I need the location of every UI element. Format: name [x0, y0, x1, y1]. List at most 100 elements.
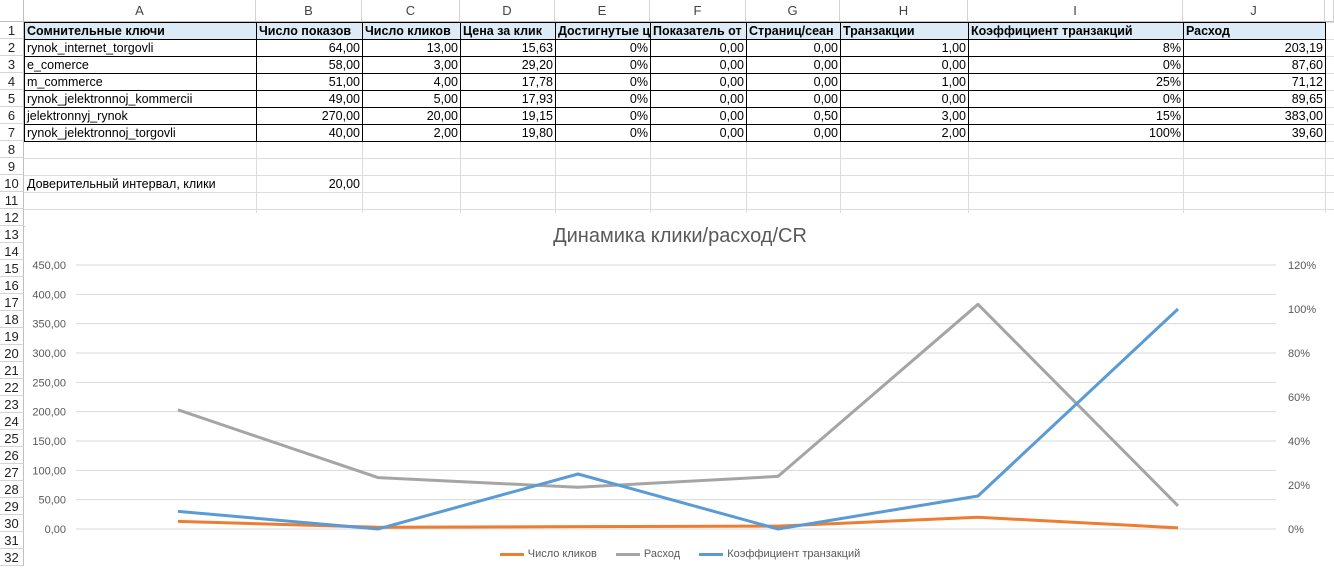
column-header-h[interactable]: H — [840, 0, 968, 22]
row-header[interactable]: 6 — [0, 107, 24, 124]
cell-j6[interactable]: 383,00 — [1284, 109, 1323, 123]
row-header[interactable]: 1 — [0, 22, 24, 39]
cell-h1[interactable]: Транзакции — [843, 24, 915, 38]
row-header[interactable]: 16 — [0, 277, 24, 294]
row-header[interactable]: 10 — [0, 175, 24, 192]
column-header-b[interactable]: B — [256, 0, 362, 22]
cell-a3[interactable]: e_comerce — [27, 58, 89, 72]
cell-h7[interactable]: 2,00 — [941, 126, 966, 140]
row-header[interactable]: 28 — [0, 481, 24, 498]
cell-g5[interactable]: 0,00 — [813, 92, 838, 106]
row-header[interactable]: 8 — [0, 141, 24, 158]
row-header[interactable]: 32 — [0, 549, 24, 566]
cell-c7[interactable]: 2,00 — [433, 126, 458, 140]
cell-e4[interactable]: 0% — [629, 75, 648, 89]
cell-a10[interactable]: Доверительный интервал, клики — [27, 177, 216, 191]
cell-c4[interactable]: 4,00 — [433, 75, 458, 89]
column-header-f[interactable]: F — [650, 0, 746, 22]
cell-d3[interactable]: 29,20 — [521, 58, 553, 72]
row-header[interactable]: 21 — [0, 362, 24, 379]
cell-b6[interactable]: 270,00 — [321, 109, 360, 123]
row-header[interactable]: 11 — [0, 192, 24, 209]
column-header-a[interactable]: A — [24, 0, 256, 22]
row-header[interactable]: 14 — [0, 243, 24, 260]
row-header[interactable]: 24 — [0, 413, 24, 430]
cell-b5[interactable]: 49,00 — [328, 92, 360, 106]
cell-e7[interactable]: 0% — [629, 126, 648, 140]
row-header[interactable]: 23 — [0, 396, 24, 413]
row-header[interactable]: 13 — [0, 226, 24, 243]
cell-h2[interactable]: 1,00 — [941, 41, 966, 55]
row-header[interactable]: 3 — [0, 56, 24, 73]
row-header[interactable]: 27 — [0, 464, 24, 481]
row-header[interactable]: 29 — [0, 498, 24, 515]
row-header[interactable]: 17 — [0, 294, 24, 311]
cell-j5[interactable]: 89,65 — [1291, 92, 1323, 106]
cell-i3[interactable]: 0% — [1162, 58, 1181, 72]
cell-f5[interactable]: 0,00 — [719, 92, 744, 106]
cell-a1[interactable]: Сомнительные ключи — [27, 24, 165, 38]
cell-a4[interactable]: m_commerce — [27, 75, 103, 89]
cell-j7[interactable]: 39,60 — [1291, 126, 1323, 140]
cell-i6[interactable]: 15% — [1155, 109, 1181, 123]
row-header[interactable]: 9 — [0, 158, 24, 175]
row-header[interactable]: 12 — [0, 209, 24, 226]
cell-d7[interactable]: 19,80 — [521, 126, 553, 140]
cell-i2[interactable]: 8% — [1162, 41, 1181, 55]
cell-i5[interactable]: 0% — [1162, 92, 1181, 106]
cell-h3[interactable]: 0,00 — [941, 58, 966, 72]
cell-g6[interactable]: 0,50 — [813, 109, 838, 123]
cell-f1[interactable]: Показатель от — [653, 24, 742, 38]
cell-b2[interactable]: 64,00 — [328, 41, 360, 55]
row-header[interactable]: 25 — [0, 430, 24, 447]
row-header[interactable]: 4 — [0, 73, 24, 90]
cell-e6[interactable]: 0% — [629, 109, 648, 123]
row-header[interactable]: 20 — [0, 345, 24, 362]
row-header[interactable]: 22 — [0, 379, 24, 396]
row-header[interactable]: 30 — [0, 515, 24, 532]
column-header-c[interactable]: C — [362, 0, 460, 22]
cell-j3[interactable]: 87,60 — [1291, 58, 1323, 72]
series-line-1[interactable] — [177, 302, 1180, 507]
cell-j1[interactable]: Расход — [1186, 24, 1230, 38]
cell-i7[interactable]: 100% — [1149, 126, 1181, 140]
row-header[interactable]: 7 — [0, 124, 24, 141]
select-all-corner[interactable] — [0, 0, 24, 22]
cell-e3[interactable]: 0% — [629, 58, 648, 72]
cell-c5[interactable]: 5,00 — [433, 92, 458, 106]
cell-e5[interactable]: 0% — [629, 92, 648, 106]
cell-a5[interactable]: rynok_jelektronnoj_kommercii — [27, 92, 193, 106]
cell-i1[interactable]: Коэффициент транзакций — [971, 24, 1133, 38]
cell-d2[interactable]: 15,63 — [521, 41, 553, 55]
cell-a7[interactable]: rynok_jelektronnoj_torgovli — [27, 126, 176, 140]
cell-b10[interactable]: 20,00 — [328, 177, 360, 191]
row-header[interactable]: 31 — [0, 532, 24, 549]
cell-e1[interactable]: Достигнутые ц — [558, 24, 650, 38]
column-header-e[interactable]: E — [555, 0, 650, 22]
column-header-d[interactable]: D — [460, 0, 555, 22]
cell-c1[interactable]: Число кликов — [365, 24, 451, 38]
cell-j4[interactable]: 71,12 — [1291, 75, 1323, 89]
cell-d5[interactable]: 17,93 — [521, 92, 553, 106]
row-header[interactable]: 26 — [0, 447, 24, 464]
cell-f4[interactable]: 0,00 — [719, 75, 744, 89]
cell-f7[interactable]: 0,00 — [719, 126, 744, 140]
cell-h5[interactable]: 0,00 — [941, 92, 966, 106]
cell-g4[interactable]: 0,00 — [813, 75, 838, 89]
row-header[interactable]: 15 — [0, 260, 24, 277]
cell-g7[interactable]: 0,00 — [813, 126, 838, 140]
row-header[interactable]: 2 — [0, 39, 24, 56]
cell-f6[interactable]: 0,00 — [719, 109, 744, 123]
cell-c6[interactable]: 20,00 — [426, 109, 458, 123]
cell-h4[interactable]: 1,00 — [941, 75, 966, 89]
cell-f3[interactable]: 0,00 — [719, 58, 744, 72]
row-header[interactable]: 5 — [0, 90, 24, 107]
cell-b1[interactable]: Число показов — [259, 24, 352, 38]
cell-i4[interactable]: 25% — [1155, 75, 1181, 89]
cell-a6[interactable]: jelektronnyj_rynok — [27, 109, 128, 123]
column-header-j[interactable]: J — [1183, 0, 1325, 22]
cell-c3[interactable]: 3,00 — [433, 58, 458, 72]
row-header[interactable]: 18 — [0, 311, 24, 328]
cell-b3[interactable]: 58,00 — [328, 58, 360, 72]
cell-g2[interactable]: 0,00 — [813, 41, 838, 55]
